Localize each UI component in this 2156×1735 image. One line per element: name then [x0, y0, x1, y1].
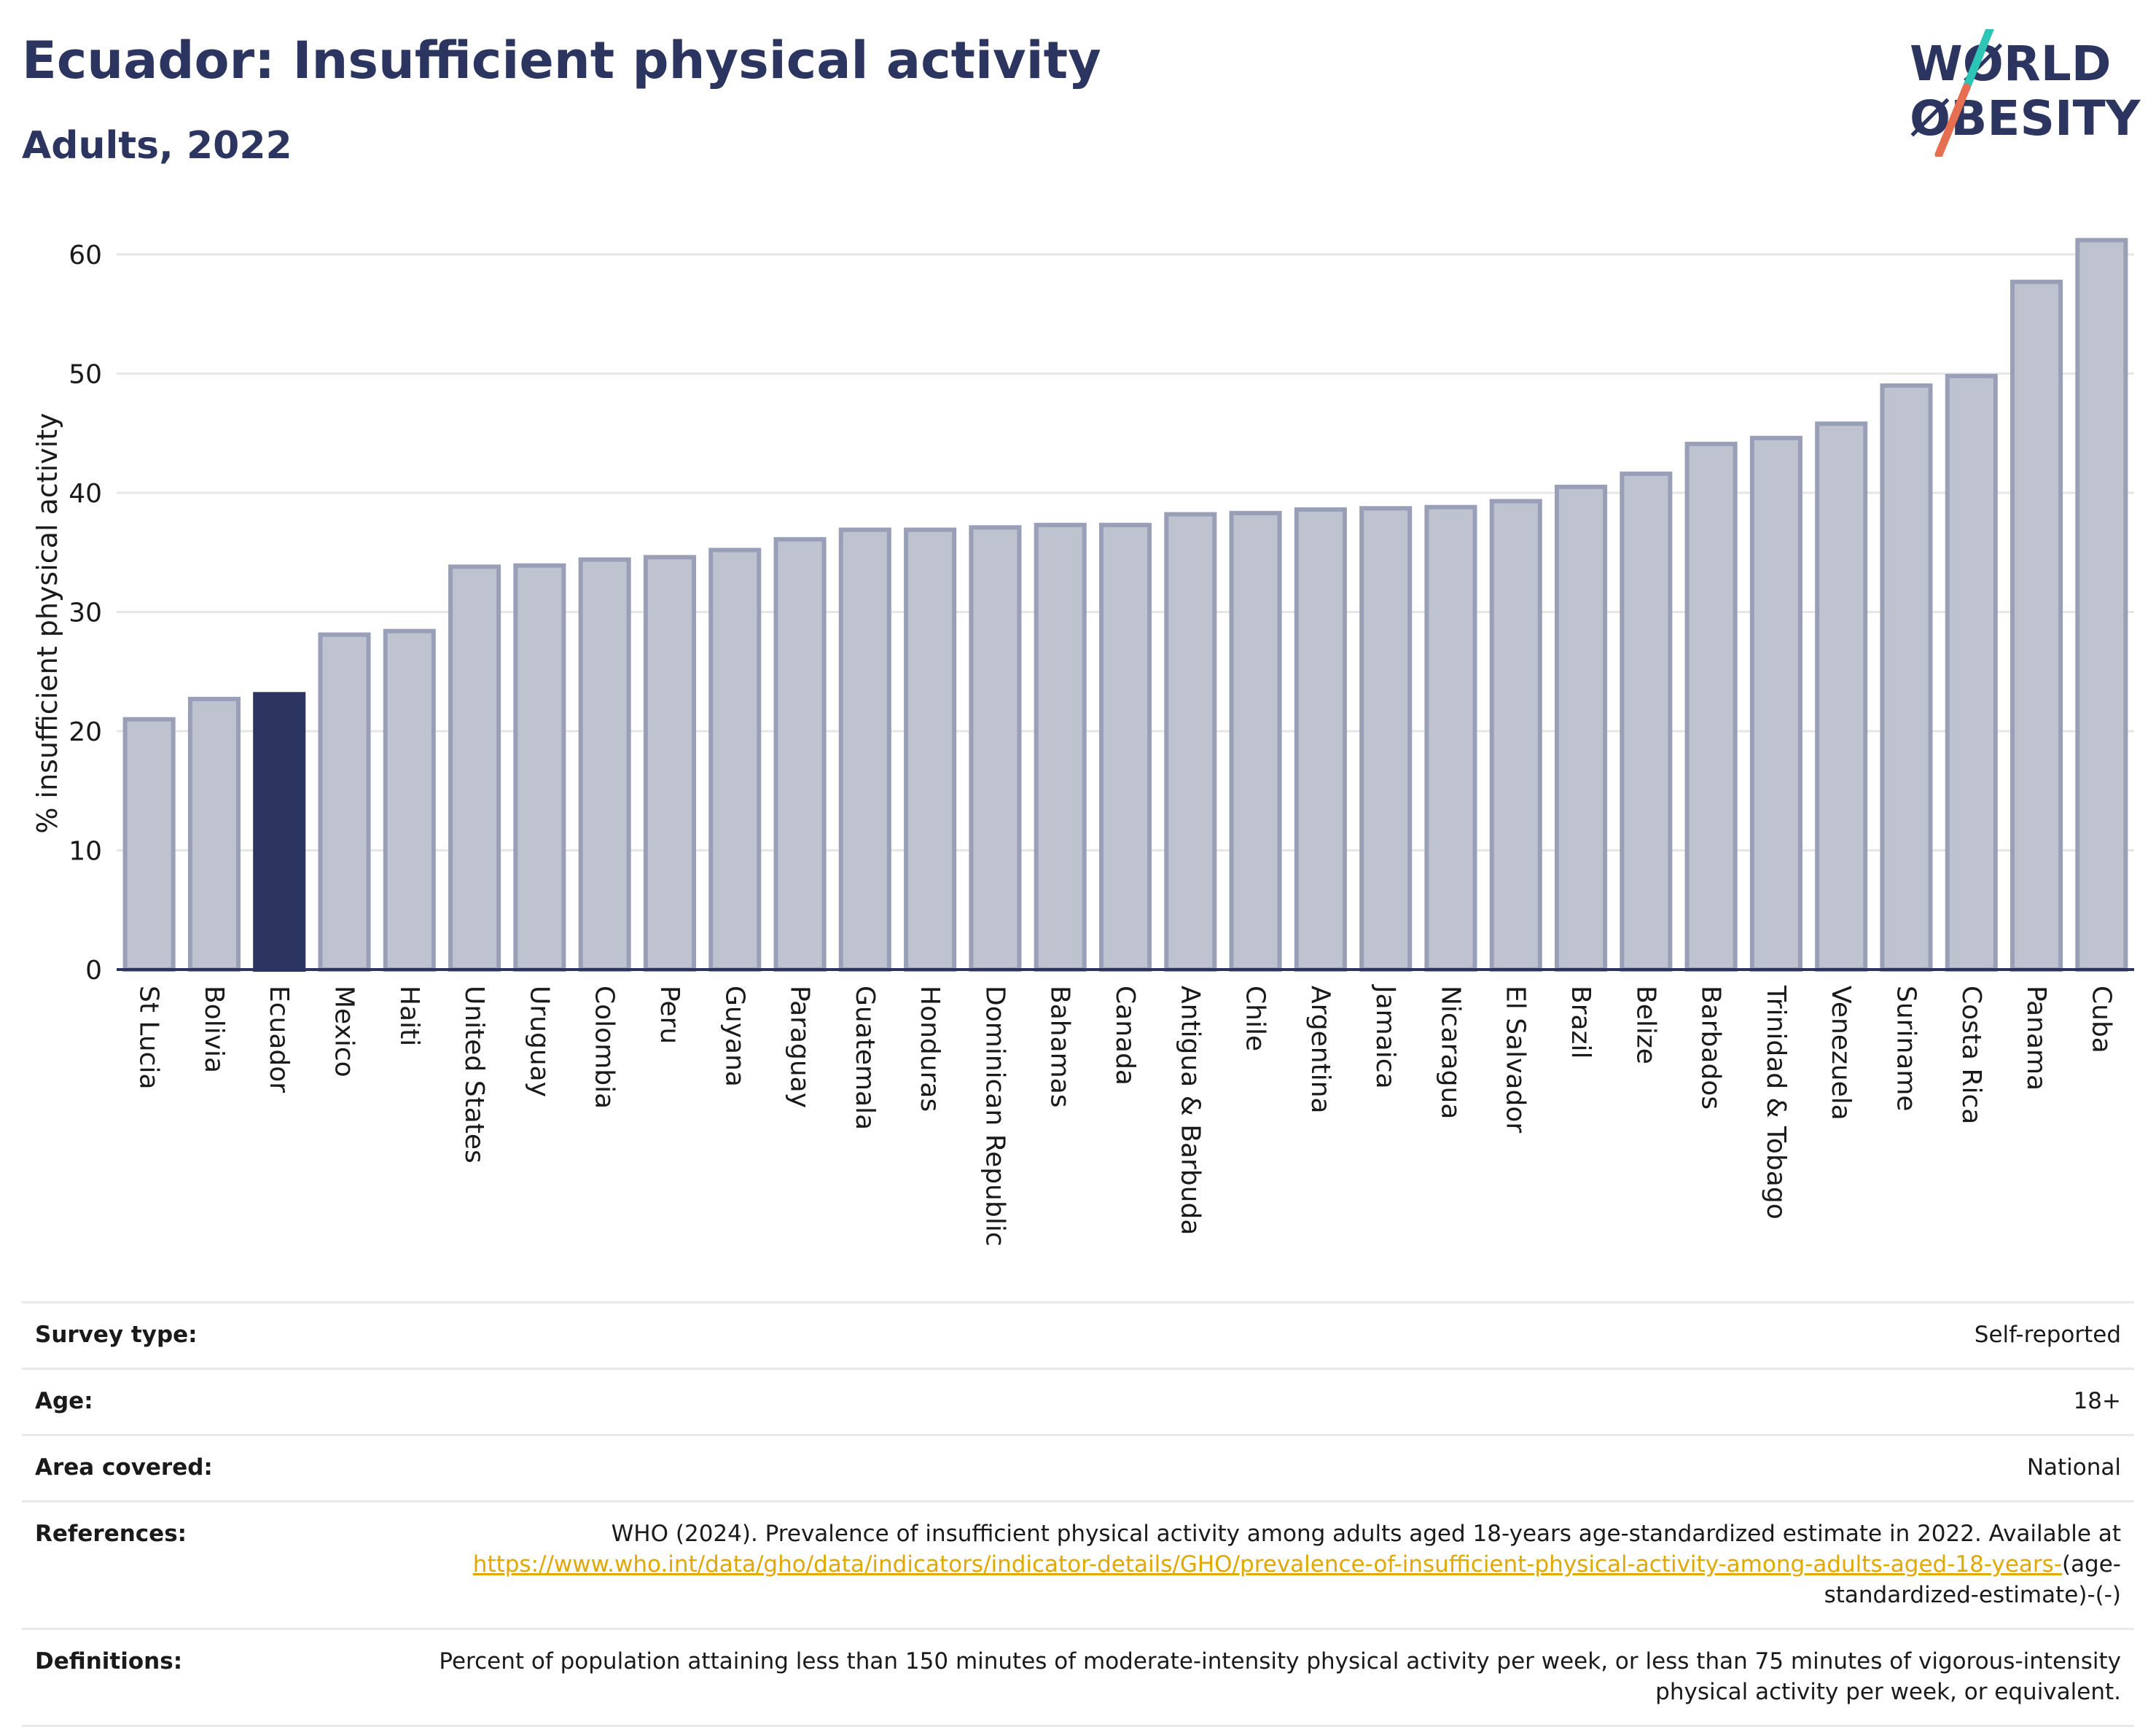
x-tick-label: Antigua & Barbuda: [1175, 986, 1205, 1235]
bar: [1424, 504, 1477, 972]
x-tick-label: Mexico: [329, 986, 359, 1077]
x-tick-label: Paraguay: [785, 986, 815, 1108]
bar: [1294, 507, 1347, 972]
meta-label: Definitions:: [22, 1628, 354, 1727]
x-tick-label: St Lucia: [134, 986, 164, 1090]
bar: [643, 555, 697, 972]
x-tick-label: United States: [459, 986, 489, 1163]
x-tick-label: Dominican Republic: [980, 986, 1009, 1247]
y-tick-label: 50: [69, 360, 102, 390]
x-tick-label: Chile: [1241, 986, 1270, 1051]
chart-title: Ecuador: Insufficient physical activity: [22, 31, 1101, 90]
meta-row-survey-type: Survey type: Self-reported: [22, 1301, 2134, 1369]
x-tick-label: Bolivia: [199, 986, 229, 1073]
x-tick-label: Peru: [655, 986, 684, 1044]
metadata-table: Survey type: Self-reported Age: 18+ Area…: [22, 1301, 2134, 1727]
x-tick-label: Costa Rica: [1956, 986, 1986, 1124]
x-tick-label: Trinidad & Tobago: [1761, 985, 1791, 1220]
logo-slash-top: [1962, 29, 1994, 92]
logo-text-line1: WØRLD: [1910, 36, 2112, 92]
world-obesity-logo: WØRLD ØBESITY: [1910, 29, 2141, 157]
x-tick-label: Jamaica: [1370, 984, 1400, 1089]
reference-text: WHO (2024). Prevalence of insufficient p…: [611, 1521, 2121, 1547]
x-tick-label: Haiti: [394, 986, 424, 1046]
x-tick-label: Honduras: [915, 986, 945, 1112]
x-tick-label: Cuba: [2086, 986, 2116, 1053]
meta-value: WHO (2024). Prevalence of insufficient p…: [354, 1500, 2134, 1629]
reference-link[interactable]: https://www.who.int/data/gho/data/indica…: [472, 1551, 2062, 1578]
bar: [773, 537, 827, 972]
chart-subtitle: Adults, 2022: [22, 124, 292, 168]
bar: [513, 563, 566, 972]
y-tick-label: 30: [69, 599, 102, 628]
y-tick-label: 0: [85, 956, 102, 986]
bar: [253, 692, 306, 972]
bar: [187, 696, 241, 972]
bar: [1815, 421, 1868, 972]
reference-tail: (age-standardized-estimate)-(-): [1824, 1551, 2121, 1608]
meta-label: Area covered:: [22, 1434, 354, 1502]
x-tick-label: Nicaragua: [1435, 986, 1465, 1119]
meta-label: Survey type:: [22, 1301, 354, 1369]
x-tick-label: Canada: [1110, 986, 1140, 1085]
bar-chart: 0 10 20 30 40 50 60 % insufficient physical act…: [31, 238, 2134, 1247]
x-tick-label: Bahamas: [1045, 986, 1075, 1108]
bar: [1749, 435, 1802, 972]
x-tick-label: Suriname: [1891, 986, 1921, 1112]
x-tick-label: Brazil: [1566, 986, 1595, 1058]
meta-label: Age:: [22, 1368, 354, 1435]
y-tick-label: 20: [69, 717, 102, 747]
meta-row-definitions: Definitions: Percent of population attai…: [22, 1628, 2134, 1727]
bar: [1098, 523, 1152, 972]
x-tick-label: Panama: [2021, 986, 2051, 1091]
x-tick-label: Barbados: [1696, 986, 1726, 1110]
bar: [383, 628, 436, 972]
y-tick-label: 10: [69, 837, 102, 867]
bar: [1945, 373, 1998, 972]
bar: [122, 717, 176, 972]
x-tick-label: Ecuador: [264, 986, 294, 1093]
bar: [1489, 499, 1542, 972]
meta-value: Self-reported: [354, 1301, 2134, 1369]
bar: [969, 525, 1022, 972]
bar: [708, 547, 762, 972]
meta-row-area-covered: Area covered: National: [22, 1434, 2134, 1502]
bar: [318, 632, 371, 972]
meta-row-age: Age: 18+: [22, 1368, 2134, 1435]
bar: [1880, 383, 1933, 972]
meta-label: References:: [22, 1500, 354, 1629]
bar: [1229, 510, 1282, 972]
bar: [1359, 506, 1413, 972]
bar: [448, 564, 501, 972]
y-tick-label: 40: [69, 479, 102, 509]
bar: [2075, 238, 2128, 972]
bar: [2010, 279, 2063, 972]
x-tick-label: Guatemala: [850, 986, 880, 1130]
bar: [904, 527, 957, 972]
x-tick-label: Belize: [1630, 986, 1660, 1064]
logo-slash-bottom: [1934, 83, 1971, 157]
y-axis-label: % insufficient physical activity: [31, 413, 63, 833]
bar: [838, 527, 891, 972]
meta-row-references: References: WHO (2024). Prevalence of in…: [22, 1500, 2134, 1629]
y-tick-label: 60: [69, 241, 102, 270]
x-tick-label: Venezuela: [1826, 986, 1856, 1120]
bar: [578, 557, 631, 972]
bar: [1554, 484, 1608, 972]
x-tick-label: Colombia: [590, 986, 620, 1109]
meta-value: 18+: [354, 1368, 2134, 1435]
x-tick-label: El Salvador: [1501, 986, 1531, 1133]
bar: [1684, 442, 1738, 972]
x-tick-label: Argentina: [1305, 986, 1335, 1114]
x-tick-label: Guyana: [719, 986, 749, 1087]
meta-value: National: [354, 1434, 2134, 1502]
bar: [1164, 512, 1217, 972]
bar: [1620, 471, 1673, 972]
meta-value: Percent of population attaining less tha…: [354, 1628, 2134, 1727]
x-tick-label: Uruguay: [524, 986, 554, 1097]
bar: [1034, 523, 1087, 972]
